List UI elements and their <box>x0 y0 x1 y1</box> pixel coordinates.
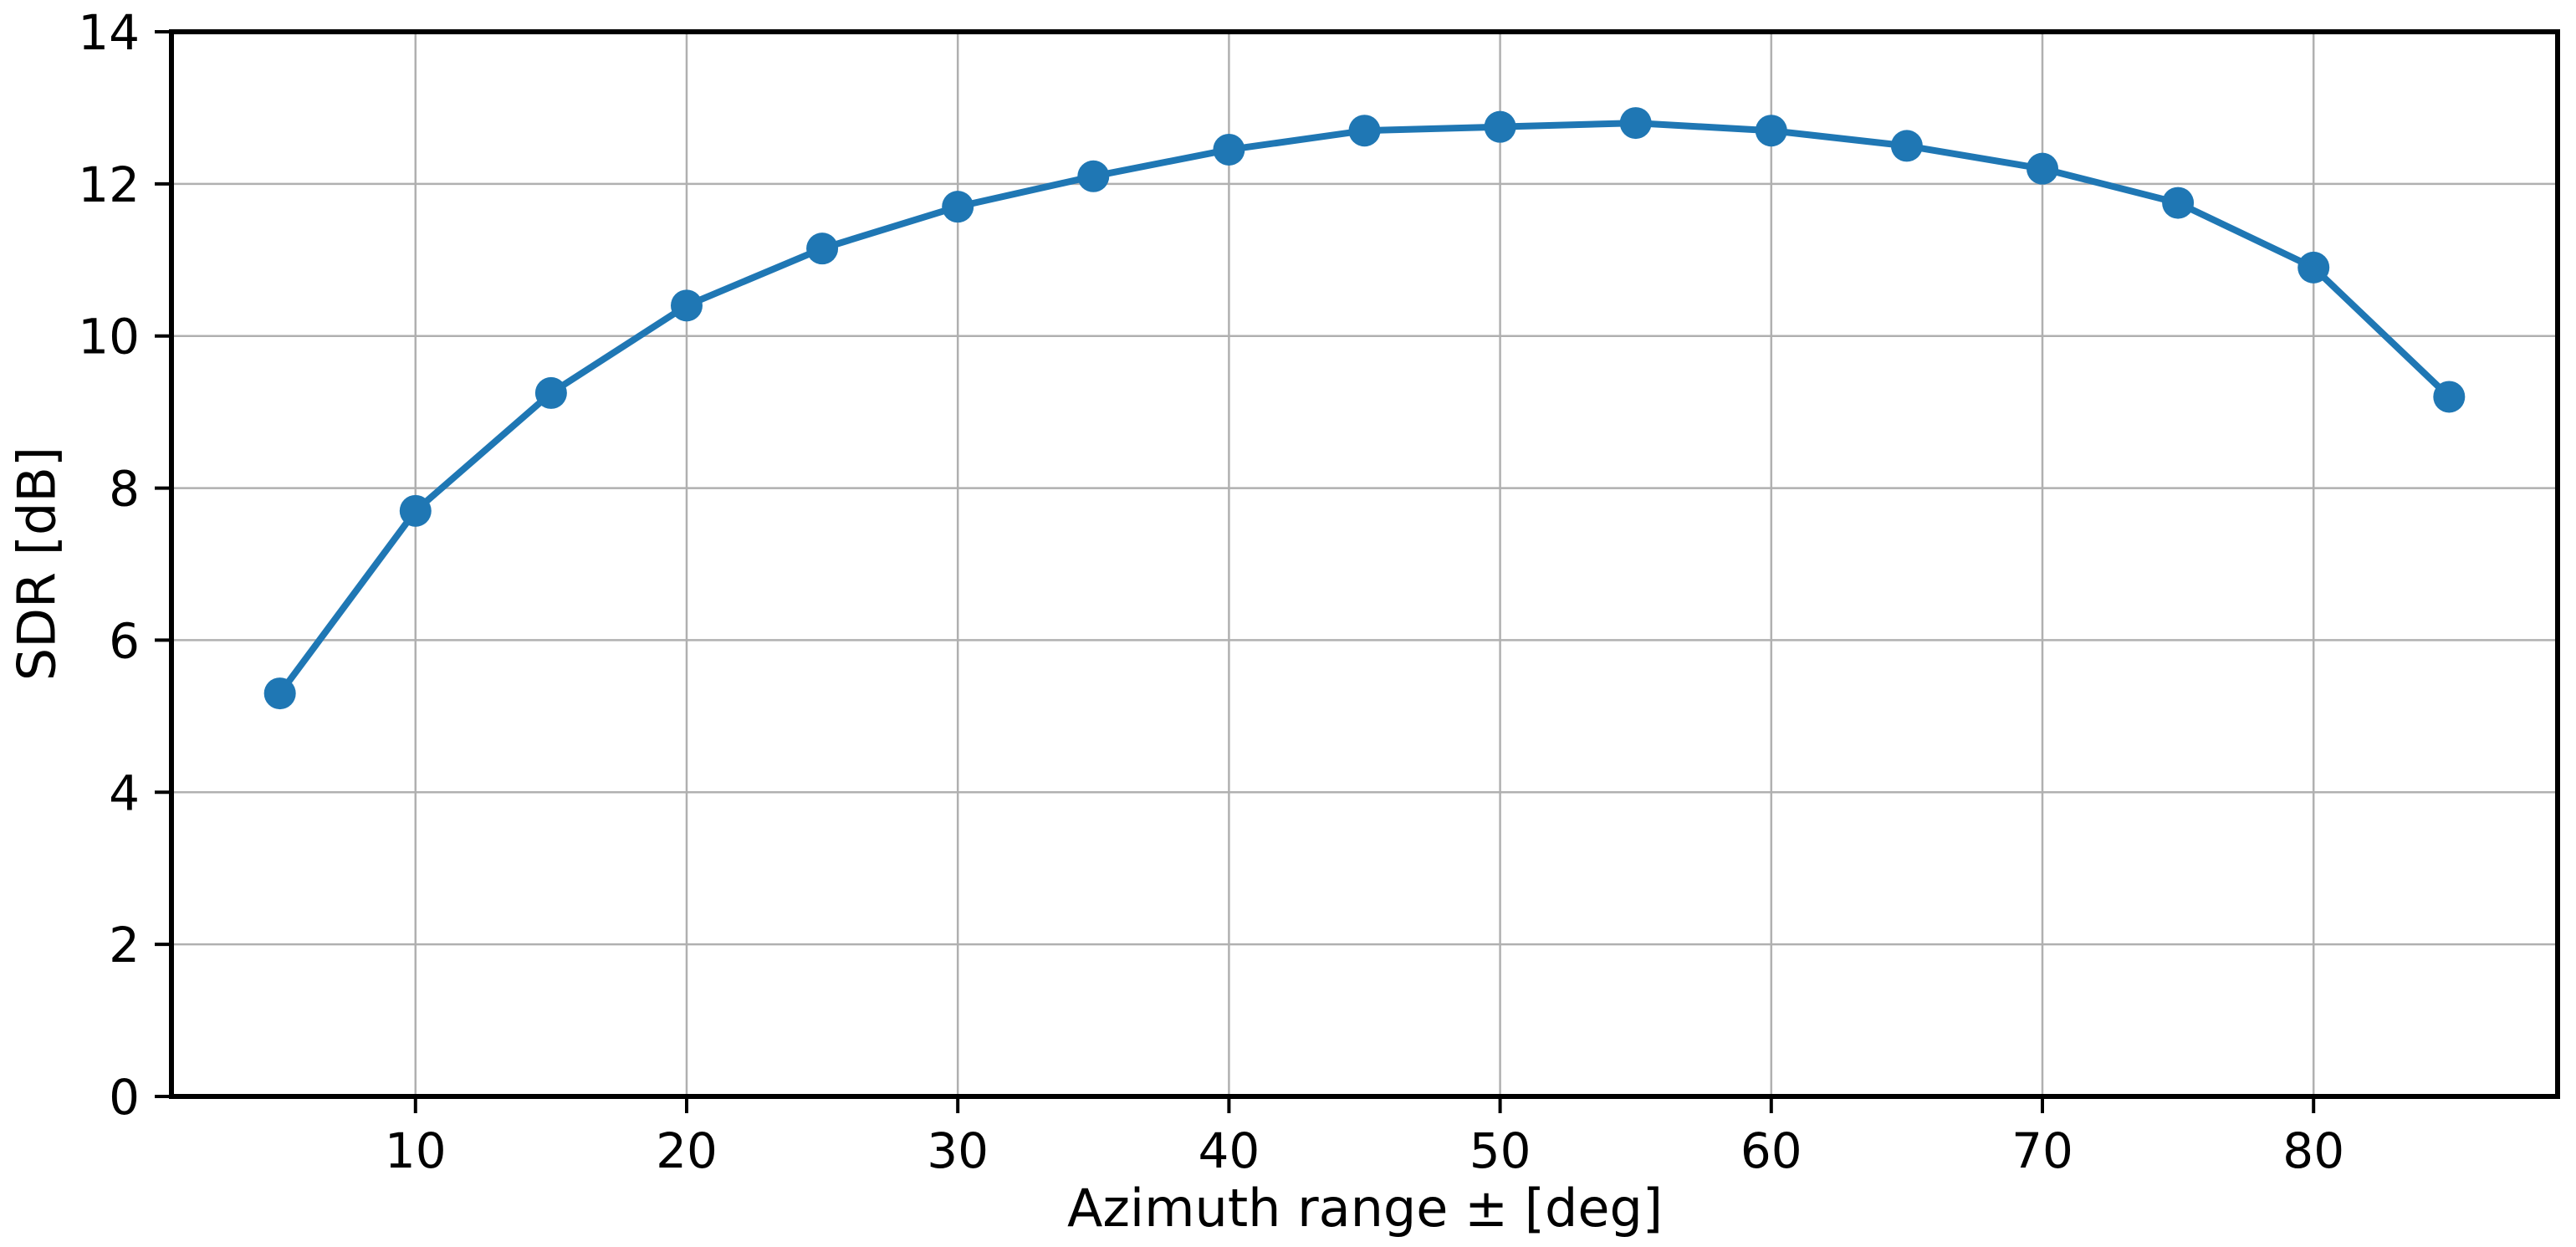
data-point <box>670 289 703 322</box>
x-tick-label: 70 <box>2011 1122 2073 1179</box>
data-point <box>1619 107 1652 140</box>
y-tick-label: 4 <box>109 764 140 821</box>
data-point <box>806 233 839 265</box>
data-point <box>2297 251 2330 284</box>
y-tick-label: 12 <box>78 156 140 213</box>
x-tick-label: 80 <box>2282 1122 2344 1179</box>
data-point <box>2162 187 2195 219</box>
x-axis-label: Azimuth range ± [deg] <box>1066 1178 1664 1239</box>
y-tick-label: 2 <box>109 917 140 974</box>
data-point <box>399 494 432 527</box>
y-tick-label: 0 <box>109 1069 140 1126</box>
x-tick-label: 10 <box>385 1122 447 1179</box>
data-point <box>1755 115 1787 147</box>
data-point <box>1348 115 1381 147</box>
plot-spines <box>169 29 2560 1099</box>
data-point <box>2433 381 2466 413</box>
data-point <box>1077 160 1110 192</box>
data-point <box>2027 152 2059 185</box>
x-tick-label: 30 <box>927 1122 989 1179</box>
x-tick-label: 20 <box>656 1122 718 1179</box>
data-line <box>276 120 2453 698</box>
y-axis-label: SDR [dB] <box>6 446 68 682</box>
data-point <box>534 376 567 409</box>
x-tick-label: 40 <box>1198 1122 1260 1179</box>
data-point <box>263 677 296 710</box>
data-point <box>1484 110 1516 143</box>
data-point <box>1890 130 1923 162</box>
data-point <box>942 191 974 223</box>
y-tick-label: 10 <box>78 309 140 365</box>
x-tick-label: 50 <box>1469 1122 1531 1179</box>
y-tick-label: 14 <box>78 4 140 61</box>
data-point <box>1213 133 1245 166</box>
y-tick-label: 6 <box>109 612 140 669</box>
y-tick-label: 8 <box>109 461 140 518</box>
x-tick-label: 60 <box>1740 1122 1802 1179</box>
